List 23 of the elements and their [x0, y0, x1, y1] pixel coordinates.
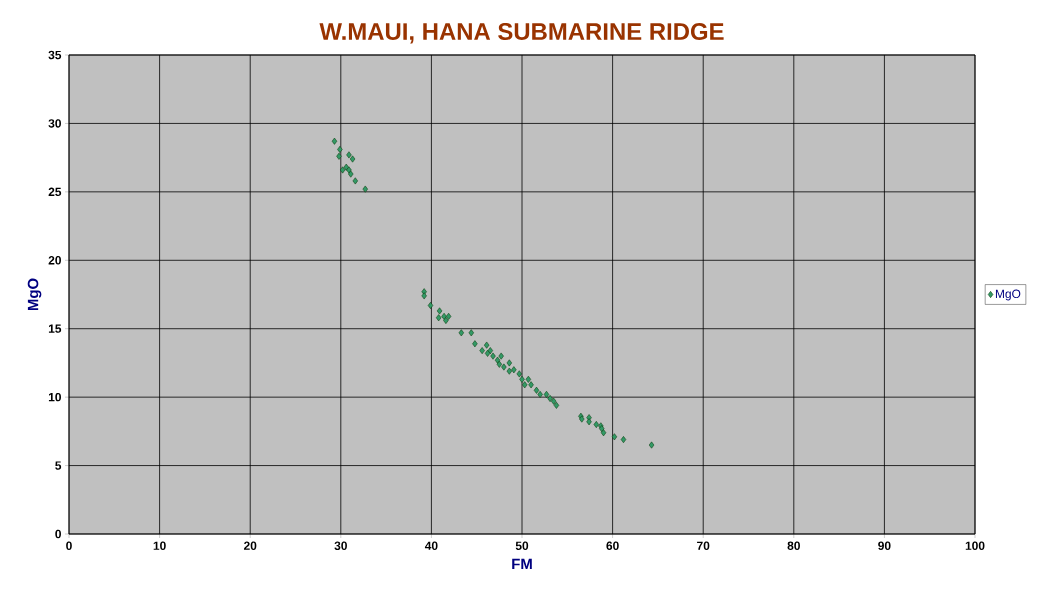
x-tick-label: 100 — [965, 541, 985, 550]
x-tick-label: 50 — [515, 541, 529, 550]
y-tick-label: 5 — [55, 461, 62, 470]
x-tick-label: 60 — [606, 541, 619, 550]
y-tick-label: 25 — [48, 187, 62, 197]
y-tick-label: 20 — [48, 256, 61, 265]
x-tick-label: 70 — [697, 541, 710, 550]
y-tick-label: 15 — [48, 324, 62, 333]
y-tick-label: 0 — [55, 529, 61, 539]
chart-title: W.MAUI, HANA SUBMARINE RIDGE — [319, 23, 724, 44]
x-tick-label: 40 — [424, 541, 438, 550]
x-axis-title: FM — [512, 558, 532, 570]
x-tick-label: 10 — [153, 541, 166, 550]
y-axis-title: MgO — [27, 278, 42, 311]
y-tick-label: 30 — [48, 119, 61, 128]
x-tick-label: 90 — [878, 541, 891, 550]
x-tick-label: 0 — [66, 541, 72, 550]
legend-label: MgO — [995, 289, 1021, 301]
x-tick-label: 30 — [334, 541, 347, 551]
y-tick-label: 35 — [48, 50, 62, 60]
x-tick-label: 20 — [243, 541, 257, 550]
y-tick-label: 10 — [48, 392, 61, 402]
x-tick-label: 80 — [787, 541, 800, 550]
